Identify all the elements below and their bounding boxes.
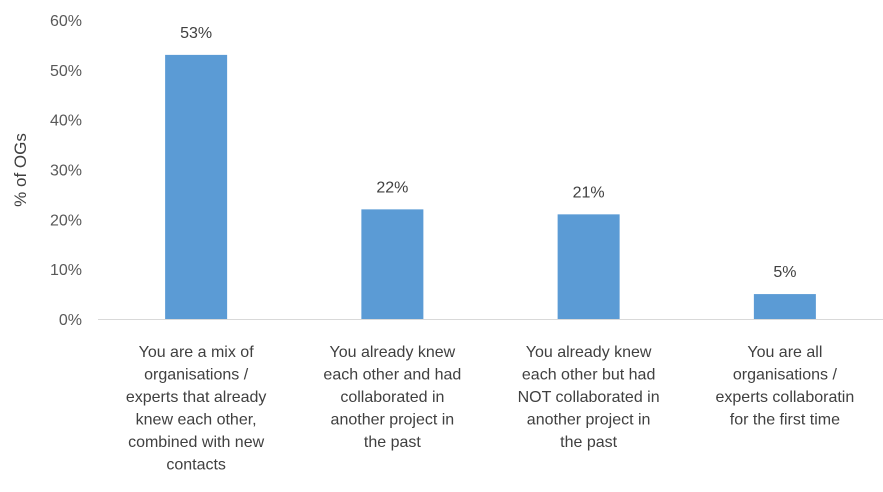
y-tick-label: 30% xyxy=(50,163,82,180)
y-axis-label: % of OGs xyxy=(11,133,30,207)
y-tick-label: 10% xyxy=(50,262,82,279)
category-label-line: contacts xyxy=(166,457,226,474)
category-label-line: You are a mix of xyxy=(139,344,255,361)
data-labels-group: 53% 22% 21% 5% xyxy=(180,25,796,281)
category-label-line: You already knew xyxy=(330,344,456,361)
category-label-line: each other but had xyxy=(522,367,655,384)
y-axis-ticks: 0% 10% 20% 30% 40% 50% 60% xyxy=(50,13,82,329)
y-tick-label: 50% xyxy=(50,63,82,80)
category-label-line: the past xyxy=(560,434,617,451)
y-tick-label: 0% xyxy=(59,312,82,329)
category-label-line: the past xyxy=(364,434,421,451)
y-tick-label: 60% xyxy=(50,13,82,30)
bar xyxy=(165,54,228,320)
bar xyxy=(361,209,424,319)
bars-group xyxy=(165,54,816,320)
category-label-line: experts that already xyxy=(126,389,267,406)
data-label: 53% xyxy=(180,25,212,42)
category-label-line: organisations / xyxy=(733,367,838,384)
category-label-line: You are all xyxy=(747,344,822,361)
category-label-line: another project in xyxy=(527,412,651,429)
category-label-line: collaborated in xyxy=(340,389,444,406)
category-label-line: NOT collaborated in xyxy=(518,389,660,406)
data-label: 21% xyxy=(573,184,605,201)
category-label-line: You already knew xyxy=(526,344,652,361)
category-label-line: experts collaboratin xyxy=(716,389,855,406)
category-label-line: each other and had xyxy=(323,367,461,384)
category-label-line: another project in xyxy=(331,412,455,429)
category-label-line: for the first time xyxy=(730,412,840,429)
data-label: 5% xyxy=(773,264,796,281)
bar xyxy=(557,214,620,319)
data-label: 22% xyxy=(376,179,408,196)
category-label-line: organisations / xyxy=(144,367,249,384)
y-tick-label: 40% xyxy=(50,113,82,130)
category-labels-group: You are a mix of organisations / experts t… xyxy=(126,344,854,474)
bar xyxy=(753,294,816,319)
category-label-line: combined with new xyxy=(128,434,265,451)
y-tick-label: 20% xyxy=(50,212,82,229)
category-label-line: knew each other, xyxy=(136,412,257,429)
